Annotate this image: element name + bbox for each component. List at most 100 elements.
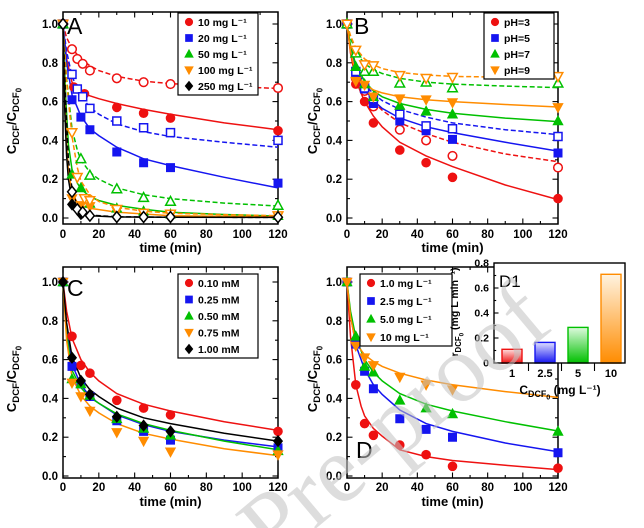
data-point-marker	[359, 96, 370, 107]
inset-y-axis-label: rDCF0 (mg L min⁻¹)	[449, 267, 465, 356]
data-point-marker	[110, 204, 123, 216]
panel-A-x-tick-label: 0	[60, 229, 66, 241]
data-point-marker	[137, 436, 150, 448]
panel-A-series-8-line	[62, 23, 279, 217]
data-point-marker	[272, 434, 284, 448]
data-point-marker	[340, 19, 354, 31]
panel-A-x-tick-label: 20	[92, 229, 105, 241]
legend-label: 1.0 mg L⁻¹	[380, 278, 432, 290]
data-point-marker	[66, 44, 78, 55]
panel-B-x-tick-label: 0	[344, 229, 350, 241]
legend-marker-tri-down	[490, 66, 500, 76]
data-point-marker	[553, 148, 563, 158]
data-point-marker	[67, 95, 77, 105]
panel-C-x-tick-label: 20	[92, 482, 105, 494]
inset-bar-1	[501, 348, 523, 364]
data-point-marker	[112, 116, 122, 126]
data-point-marker	[395, 414, 405, 424]
data-point-marker	[394, 124, 405, 135]
data-point-marker	[421, 449, 431, 460]
panel-A-y-tick-label: 0.0	[42, 213, 58, 225]
panel-D-series-3-line	[346, 281, 559, 432]
inset-bar-10	[600, 273, 622, 364]
data-point-marker	[394, 372, 406, 384]
data-point-marker	[165, 79, 176, 90]
data-point-marker	[57, 17, 69, 31]
data-point-marker	[448, 432, 457, 442]
data-point-marker	[421, 135, 432, 146]
data-point-marker	[447, 150, 458, 161]
inset-y-tick-label: 0.6	[474, 283, 489, 295]
panel-D-x-tick-label: 120	[548, 482, 567, 494]
data-point-marker	[394, 440, 405, 450]
panel-D-x-tick-label: 0	[344, 482, 350, 494]
panel-C-y-tick-label: 0.6	[42, 355, 58, 367]
data-point-marker	[350, 330, 362, 341]
panel-C-legend: 0.10 mM 0.25 mM 0.50 mM 0.75 mM 1.00 mM	[177, 273, 259, 359]
panel-C-y-tick-label: 0.8	[42, 316, 59, 328]
panel-D-y-tick-label: 0.4	[326, 393, 343, 405]
data-point-marker	[552, 103, 564, 114]
data-point-marker	[111, 73, 122, 84]
panel-B-series-5-line	[346, 23, 559, 123]
panel-C-x-axis-label: time (min)	[139, 494, 201, 509]
inset-x-tick-label: 2.5	[537, 368, 552, 380]
inset-ticks	[494, 262, 596, 371]
data-point-marker	[66, 378, 78, 389]
legend-label: 50 mg L⁻¹	[198, 49, 247, 61]
panel-A-legend: 10 mg L⁻¹ 20 mg L⁻¹ 50 mg L⁻¹ 100 mg L⁻¹ 250…	[177, 12, 259, 96]
panel-C-y-tick-label: 1.0	[42, 277, 58, 289]
data-point-marker	[112, 147, 122, 157]
panel-B-x-tick-label: 80	[481, 229, 494, 241]
panel-B-x-tick-label: 60	[446, 229, 459, 241]
data-point-marker	[138, 123, 149, 133]
data-point-marker	[553, 448, 563, 458]
inset-x-tick-label: 5	[575, 368, 581, 380]
inset-x-tick-label: 1	[509, 368, 515, 380]
data-point-marker	[67, 361, 77, 371]
data-point-marker	[420, 380, 432, 391]
panel-A-x-tick-label: 100	[233, 229, 252, 241]
data-point-marker	[110, 182, 123, 194]
panel-D-x-axis-label: time (min)	[421, 494, 483, 509]
inset-x-axis-label: CDCF0 (mg L⁻¹)	[519, 383, 600, 401]
data-point-marker	[448, 134, 457, 144]
data-point-marker	[552, 162, 564, 173]
data-point-marker	[367, 92, 380, 103]
legend-label: 0.75 mM	[198, 327, 240, 339]
panel-C-series-5-line	[62, 281, 279, 442]
panel-B-x-tick-label: 40	[411, 229, 424, 241]
data-point-marker	[420, 105, 432, 116]
data-point-marker	[350, 60, 362, 71]
data-point-marker	[358, 80, 371, 92]
data-point-marker	[272, 82, 284, 94]
panel-D: 0 20 40 60 80 100 120 0.0 0.2 0.4 0.6 0.8 1.0 time (m…	[305, 266, 568, 509]
panel-B-y-tick-label: 0.6	[326, 97, 342, 109]
panel-C-x-tick-label: 60	[164, 482, 177, 494]
data-point-marker	[368, 430, 379, 441]
panel-B-y-tick-label: 0.2	[326, 174, 342, 186]
panel-D-y-tick-label: 0.8	[326, 316, 343, 328]
legend-marker-diamond	[184, 80, 194, 92]
data-point-marker	[553, 463, 563, 474]
legend-label: 0.50 mM	[198, 311, 240, 323]
data-point-marker	[83, 168, 96, 180]
data-point-marker	[367, 366, 380, 377]
legend-label: 0.10 mM	[198, 278, 240, 290]
data-point-marker	[111, 410, 122, 423]
inset-y-tick-label: 0	[483, 358, 489, 370]
panel-A: 0 20 40 60 80 100 120 0.0 0.2 0.4 0.6 0.8 1.0 time (m…	[4, 11, 288, 255]
data-point-marker	[138, 419, 149, 432]
data-point-marker	[367, 61, 380, 73]
data-point-marker	[57, 275, 69, 289]
data-point-marker	[75, 181, 87, 193]
data-point-marker	[165, 425, 176, 438]
panel-D-x-tick-label: 20	[376, 482, 389, 494]
panel-D-y-tick-label: 0.6	[326, 355, 342, 367]
legend-marker-tri-up	[184, 48, 194, 58]
data-point-marker	[85, 368, 95, 379]
legend-label: 10 mg L⁻¹	[198, 17, 247, 29]
panel-B-letter: B	[354, 13, 369, 39]
legend-label: 2.5 mg L⁻¹	[380, 296, 432, 308]
